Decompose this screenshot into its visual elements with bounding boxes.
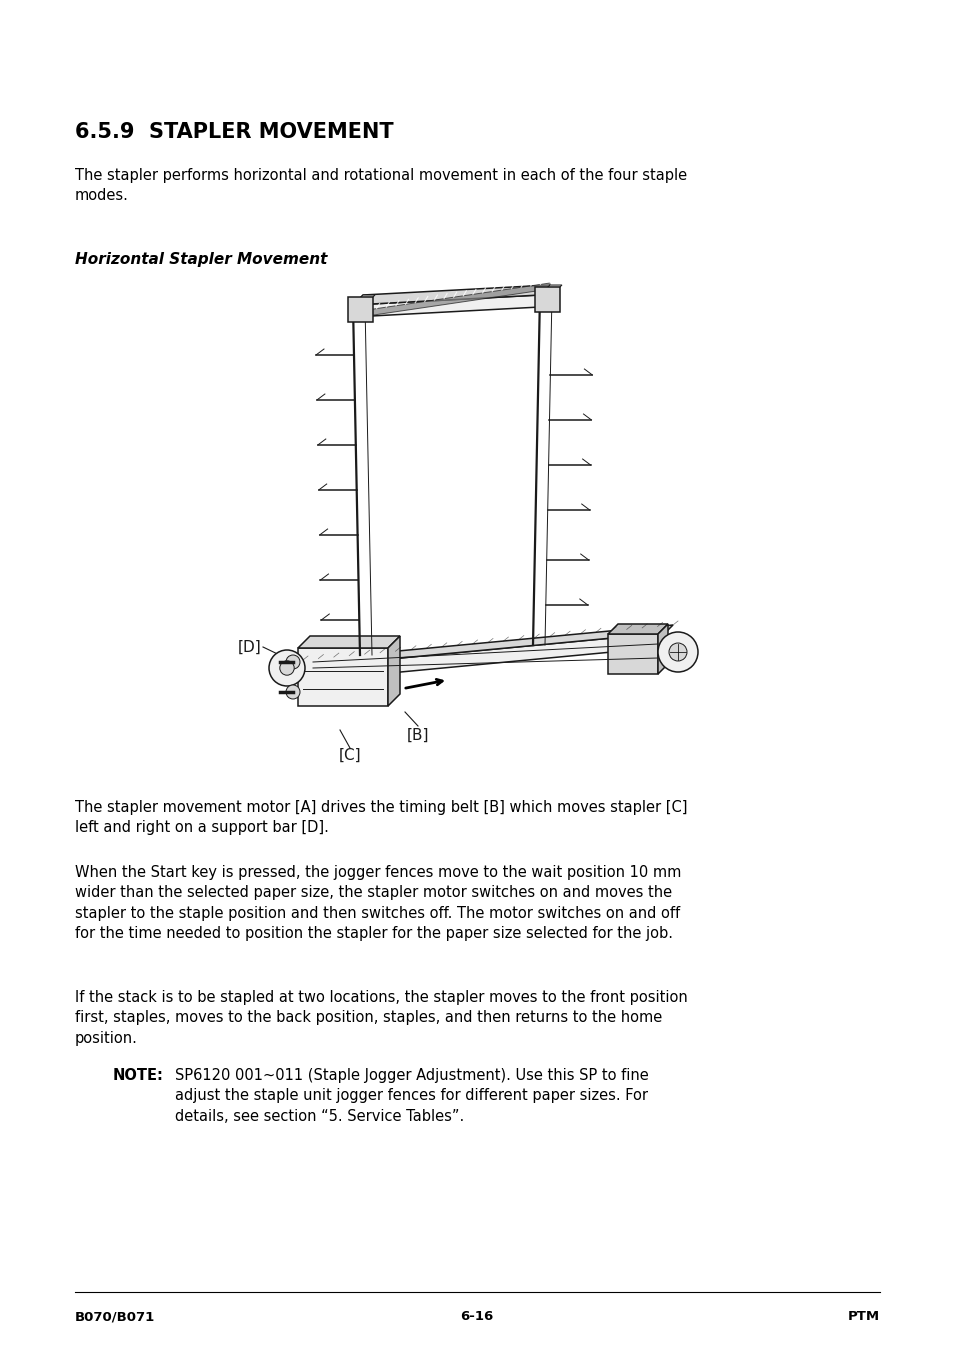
Polygon shape [353,295,375,305]
Polygon shape [294,626,672,667]
Polygon shape [353,285,550,305]
Circle shape [286,655,299,669]
Text: PTM: PTM [847,1310,879,1323]
Polygon shape [607,624,667,634]
Text: [D]: [D] [238,639,262,654]
Polygon shape [388,636,399,707]
Text: 6-16: 6-16 [460,1310,493,1323]
Text: The stapler performs horizontal and rotational movement in each of the four stap: The stapler performs horizontal and rota… [75,168,686,204]
Circle shape [668,643,686,661]
Circle shape [286,685,299,698]
Polygon shape [348,297,373,322]
Text: 6.5.9  STAPLER MOVEMENT: 6.5.9 STAPLER MOVEMENT [75,122,394,142]
Polygon shape [539,285,561,295]
Circle shape [279,661,294,676]
Text: [C]: [C] [338,748,361,763]
Text: NOTE:: NOTE: [112,1069,164,1084]
Text: When the Start key is pressed, the jogger fences move to the wait position 10 mm: When the Start key is pressed, the jogge… [75,865,680,942]
Text: Horizontal Stapler Movement: Horizontal Stapler Movement [75,253,327,267]
Text: [A]: [A] [667,647,690,662]
Polygon shape [607,634,658,674]
Circle shape [658,632,698,671]
Text: [B]: [B] [406,728,429,743]
Polygon shape [658,624,667,674]
Polygon shape [294,634,664,682]
Polygon shape [297,648,388,707]
Text: The stapler movement motor [A] drives the timing belt [B] which moves stapler [C: The stapler movement motor [A] drives th… [75,800,687,835]
Text: B070/B071: B070/B071 [75,1310,155,1323]
Polygon shape [535,286,559,312]
Text: SP6120 001~011 (Staple Jogger Adjustment). Use this SP to fine
adjust the staple: SP6120 001~011 (Staple Jogger Adjustment… [174,1069,648,1124]
Polygon shape [353,295,539,317]
Polygon shape [297,636,399,648]
Polygon shape [367,282,550,316]
Text: If the stack is to be stapled at two locations, the stapler moves to the front p: If the stack is to be stapled at two loc… [75,990,687,1046]
Circle shape [269,650,305,686]
